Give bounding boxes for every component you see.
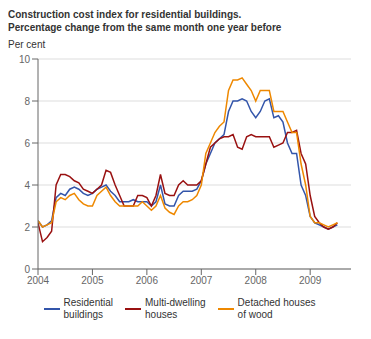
html-text:Detached houses: Detached houses [237, 297, 316, 308]
html-text:houses: houses [145, 309, 178, 320]
html-text:Residential: Residential [63, 297, 113, 308]
svg-text:6: 6 [24, 138, 30, 149]
svg-text:10: 10 [19, 54, 31, 65]
svg-text:2: 2 [24, 222, 30, 233]
svg-text:2007: 2007 [190, 275, 213, 286]
html-text:Construction cost index for re: Construction cost index for residential … [8, 9, 242, 20]
svg-text:0: 0 [24, 264, 30, 275]
svg-text:4: 4 [24, 180, 30, 191]
html-text:Multi-dwelling: Multi-dwelling [145, 297, 206, 308]
html-text:buildings: buildings [63, 309, 103, 320]
svg-text:2005: 2005 [81, 275, 104, 286]
svg-text:2006: 2006 [136, 275, 159, 286]
svg-text:2008: 2008 [245, 275, 268, 286]
html-text:Per cent: Per cent [8, 39, 46, 50]
html-text:Percentage change from the sam: Percentage change from the same month on… [8, 22, 282, 33]
svg-text:2009: 2009 [299, 275, 322, 286]
html-text:of wood: of wood [237, 309, 273, 320]
svg-text:2004: 2004 [27, 275, 50, 286]
svg-text:8: 8 [24, 96, 30, 107]
